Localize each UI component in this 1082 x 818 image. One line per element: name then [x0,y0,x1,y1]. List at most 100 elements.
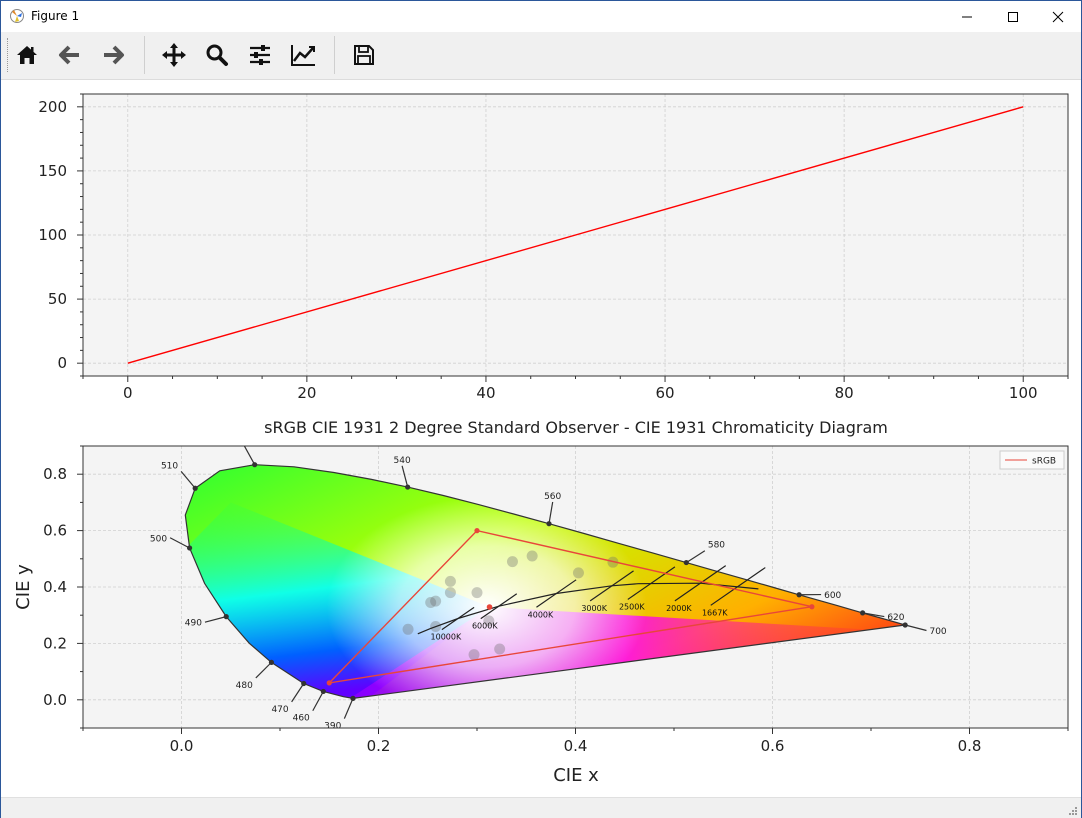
home-button[interactable] [10,38,44,72]
maximize-icon [1008,11,1018,22]
wavelength-point [223,614,229,620]
wavelength-leader [255,661,272,679]
x-tick-label: 0.2 [367,737,391,755]
series-line [127,106,1024,364]
isotherm-label: 4000K [528,610,554,619]
wavelength-point [192,485,198,491]
edit-axis-button[interactable] [286,38,320,72]
wavelength-leader [204,616,227,623]
y-axis-label: CIE y [13,564,34,610]
wavelength-point [683,559,689,566]
wavelength-leader [169,537,190,549]
x-tick-label: 0.4 [564,737,588,755]
back-button[interactable] [53,38,87,72]
legend-frame [999,450,1065,470]
x-tick-label: 0.0 [170,737,194,755]
isotherm-label: 6000K [472,622,498,631]
wavelength-label: 390 [324,722,341,732]
navigation-toolbar [1,32,1081,80]
sample-point [494,643,506,655]
wavelength-label: 540 [394,456,411,466]
resize-grip-icon[interactable] [1068,806,1078,816]
x-tick-label: 80 [835,384,854,402]
wavelength-point [860,610,866,616]
ticks: 0 20 40 60 80 100 0 50 100 150 200 [38,93,1069,402]
x-tick-label: 0 [123,384,133,402]
line-chart-icon [291,45,315,66]
y-tick-label: 0.8 [43,465,67,483]
wavelength-label: 510 [161,461,178,471]
search-icon [206,44,228,66]
y-tick-label: 0.2 [43,634,67,652]
y-tick-label: 100 [38,226,67,244]
save-button[interactable] [347,38,381,72]
minimize-button[interactable] [944,1,990,32]
y-tick-label: 50 [48,290,67,308]
spectral-locus [184,464,906,700]
wavelength-leader [548,501,554,524]
zoom-button[interactable] [200,38,234,72]
srgb-gamut-triangle [327,529,813,684]
toolbar-separator [144,36,145,74]
wavelength-label: 490 [185,619,202,629]
ticks: 0.0 0.2 0.4 0.6 0.8 0.0 0.2 0.4 0.6 0.8 [43,445,1069,755]
forward-button[interactable] [96,38,130,72]
axes-frame [82,445,1069,729]
minimize-icon [962,16,972,17]
toolbar-grip[interactable] [7,38,10,72]
x-tick-label: 0.6 [761,737,785,755]
gamut-primary [809,604,815,610]
sample-point [444,587,456,599]
wavelength-point [902,622,908,628]
wavelength-leader [905,624,927,632]
x-tick-label: 40 [476,384,495,402]
sample-point [572,567,584,579]
close-button[interactable] [1035,1,1081,32]
sample-point [402,623,414,635]
y-tick-label: 150 [38,162,67,180]
wavelength-point [546,521,552,527]
x-tick-label: 100 [1009,384,1038,402]
close-icon [1052,11,1064,22]
srgb-primaries [326,528,815,686]
isotherm-label: 2000K [666,604,692,613]
home-icon [17,46,37,64]
wavelength-point [252,462,258,468]
y-tick-label: 200 [38,98,67,116]
wavelength-label: 600 [824,591,841,601]
wavelength-leader [401,465,409,488]
isotherm-label: 3000K [581,604,607,613]
wavelength-label: 500 [150,534,167,544]
legend-label: sRGB [1032,457,1056,467]
sample-point [430,595,442,607]
status-bar [1,797,1081,818]
arrow-left-icon [59,45,79,65]
isotherm-label: 1667K [702,608,728,617]
sample-point [483,615,495,627]
wavelength-label: 700 [929,627,946,637]
wavelength-point [350,695,356,701]
whitepoint-marker [486,604,493,610]
wavelength-point [320,688,326,695]
planckian-locus [417,582,759,635]
configure-subplots-button[interactable] [243,38,277,72]
app-icon [10,9,24,23]
figure-canvas[interactable]: 0 20 40 60 80 100 0 50 100 150 200 sRGB CIE 1931 2… [1,80,1081,797]
gamut-primary [326,680,332,686]
axes-frame [82,93,1069,377]
pan-button[interactable] [157,38,191,72]
gamut-primary [474,528,480,534]
wavelength-leader [685,550,706,564]
sample-point [425,597,437,609]
wavelength-label: 460 [293,714,310,724]
isotherm-label: 2500K [619,602,645,611]
cie-axes: sRGB CIE 1931 2 Degree Standard Observer… [13,418,1069,786]
sample-point [506,556,518,568]
maximize-button[interactable] [990,1,1036,32]
sample-point [468,649,480,661]
sliders-icon [250,45,270,65]
x-tick-label: 20 [297,384,316,402]
wavelength-leader [243,446,256,465]
arrow-right-icon [104,45,124,65]
wavelength-label: 520 [224,435,241,445]
